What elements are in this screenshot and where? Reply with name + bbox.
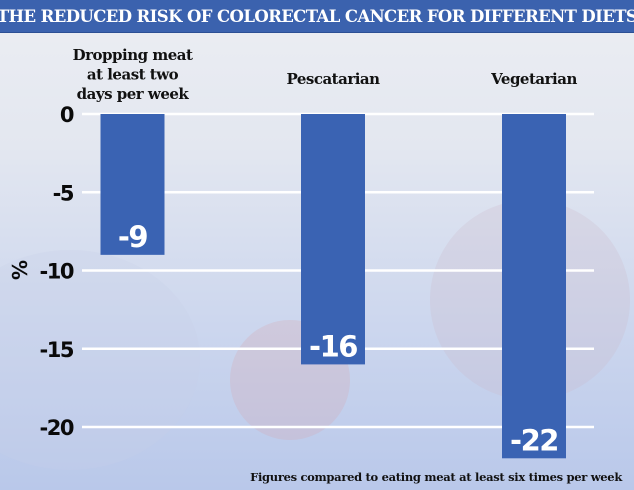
category-label: at least two bbox=[87, 66, 179, 84]
title-bar: THE REDUCED RISK OF COLORECTAL CANCER FO… bbox=[0, 0, 634, 33]
bar bbox=[502, 114, 566, 459]
y-tick-label: -15 bbox=[40, 338, 74, 362]
y-tick-label: -5 bbox=[53, 181, 74, 205]
category-label: Vegetarian bbox=[490, 70, 577, 88]
data-label: -16 bbox=[309, 329, 357, 363]
bar bbox=[100, 114, 165, 255]
y-tick-label: 0 bbox=[60, 103, 74, 127]
background-decoration bbox=[0, 250, 200, 470]
chart-title: THE REDUCED RISK OF COLORECTAL CANCER FO… bbox=[0, 6, 634, 26]
y-tick-label: -10 bbox=[40, 260, 74, 284]
y-axis-ticks: 0 -5 -10 -15 -20 bbox=[40, 103, 76, 440]
category-label: Pescatarian bbox=[286, 70, 380, 88]
y-axis-label: % bbox=[8, 260, 32, 280]
category-label: days per week bbox=[77, 85, 190, 103]
footnote: Figures compared to eating meat at least… bbox=[250, 470, 623, 484]
bars: -9 -16 -22 bbox=[100, 114, 566, 459]
bar bbox=[301, 114, 365, 365]
data-label: -9 bbox=[118, 220, 148, 254]
data-label: -22 bbox=[510, 423, 558, 457]
y-tick-label: -20 bbox=[40, 416, 74, 440]
category-label: Dropping meat bbox=[73, 46, 193, 64]
